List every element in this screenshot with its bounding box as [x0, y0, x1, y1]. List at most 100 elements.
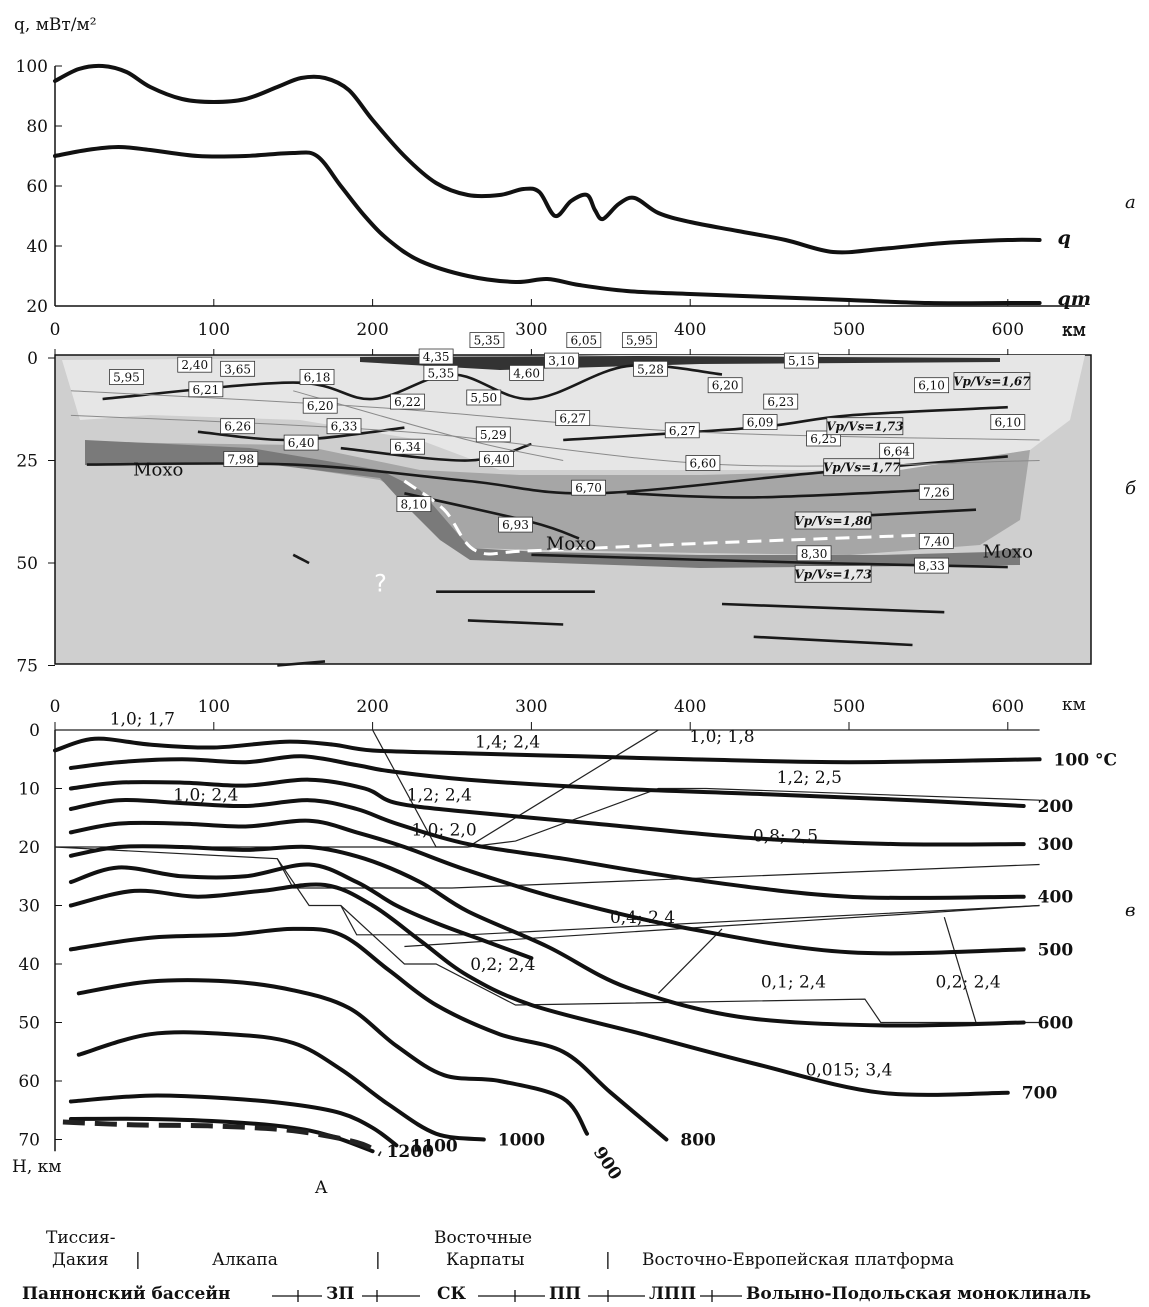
isotherm-1100 [68, 1093, 399, 1148]
panel-c-y-tick-label: 50 [18, 1014, 40, 1034]
velocity-box [633, 360, 668, 377]
moho-dashed-trace [403, 479, 945, 556]
velocity-box [326, 418, 362, 435]
block-boundary [404, 904, 1040, 948]
velocity-label: 4,60 [513, 366, 540, 380]
velocity-box [990, 414, 1026, 431]
heat-flow-panel: q, мВт/м² а км 100 80 60 40 200 100 200 300 400 5… [14, 15, 1136, 340]
velocity-label: 4,35 [423, 350, 450, 364]
moho-mantle-band [85, 440, 1020, 568]
velocity-box [479, 451, 514, 467]
velocity-label: 5,35 [428, 366, 455, 380]
conductivity-label: 1,0; 1,8 [689, 727, 754, 747]
velocity-box [469, 332, 505, 349]
velocity-box [918, 533, 954, 549]
velocity-box [299, 369, 335, 385]
velocity-box [879, 442, 915, 459]
velocity-label: 3,10 [548, 354, 575, 368]
panel-c-x-tick-label: 400 [674, 697, 706, 717]
panel-b-letter: б [1125, 478, 1137, 499]
legend-sep-1: | [135, 1250, 141, 1270]
isotherm-unlabeled [68, 862, 534, 961]
velocity-label: 5,35 [474, 334, 501, 348]
velocity-box [918, 483, 954, 500]
block-boundary [340, 905, 1040, 1024]
panel-a-y-tick-label: 20 [26, 297, 48, 317]
velocity-box [423, 364, 459, 381]
velocity-label: 2,40 [181, 358, 208, 372]
reflector-line [753, 635, 913, 647]
moho-label: Мохо [133, 460, 183, 481]
panel-b-xlabel: км [1062, 321, 1086, 341]
velocity-label: 3,65 [224, 362, 251, 376]
isotherm-label: 700 [1022, 1084, 1058, 1104]
velocity-box [283, 434, 319, 451]
panel-a-ylabel: q, мВт/м² [14, 15, 97, 35]
velocity-label: 6,33 [331, 420, 358, 434]
velocity-label: 7,40 [923, 535, 950, 549]
conductivity-label: 1,4; 2,4 [475, 733, 540, 753]
unknown-question-mark: ? [374, 570, 387, 598]
velocity-box [223, 451, 259, 467]
conductivity-label: 1,2; 2,5 [777, 768, 842, 788]
velocity-box [418, 348, 454, 365]
vp-vs-box [794, 564, 872, 583]
panel-a-y-tick-label: 100 [16, 57, 48, 77]
panel-c-letter: в [1125, 900, 1135, 921]
legend-east-european-platform: Восточно-Европейская платформа [642, 1250, 955, 1270]
legend-volyn-podolsk: Волыно-Подольская моноклиналь [746, 1284, 1092, 1304]
reflector-line [531, 553, 1008, 569]
velocity-label: 6,10 [994, 416, 1021, 430]
legend-east-carpathians-line1: Восточные [434, 1228, 533, 1248]
velocity-box [109, 369, 144, 385]
velocity-label: 6,05 [570, 334, 597, 348]
moho-label: Мохо [546, 534, 596, 555]
panel-a-y-tick-label: 40 [26, 237, 48, 257]
legend-tissia-line2: Дакия [52, 1250, 109, 1270]
velocity-box [544, 352, 579, 369]
vp-vs-label: Vp/Vs=1,77 [823, 461, 901, 475]
vp-vs-label: Vp/Vs=1,67 [953, 375, 1031, 389]
legend-alcapa: Алкапа [212, 1250, 278, 1270]
velocity-label: 5,28 [637, 362, 664, 376]
velocity-label: 6,40 [483, 453, 510, 467]
conductivity-label: 1,0; 2,0 [411, 820, 476, 840]
velocity-label: 6,10 [918, 379, 945, 393]
reflector-line [340, 442, 532, 462]
velocity-section-panel: км б 0 25 50 75 2,40 3,65 5,95 6,21 6,18 4,35 5,35… [16, 321, 1137, 677]
legend-pannonian: Паннонский бассейн [22, 1284, 231, 1304]
isotherm-label: 300 [1038, 835, 1074, 855]
panel-c-ylabel: H, км [12, 1157, 61, 1177]
panel-c-y-tick-label: 30 [18, 897, 40, 917]
panel-a-y-tick-label: 60 [26, 177, 48, 197]
legend-sk: СК [437, 1284, 466, 1304]
series-line-qm [53, 144, 1042, 306]
legend-tissia-line1: Тиссия- [46, 1228, 116, 1248]
velocity-box [220, 418, 256, 435]
isotherm-label: 1000 [498, 1131, 545, 1151]
velocity-box [571, 479, 606, 496]
panel-c-x-tick-label: 200 [356, 697, 388, 717]
velocity-box [742, 414, 778, 431]
velocity-label: 7,98 [227, 453, 254, 467]
velocity-label: 6,27 [669, 424, 696, 438]
isotherm-900 [76, 978, 589, 1136]
velocity-box [396, 496, 432, 513]
isotherm-label: 100 °C [1054, 750, 1117, 770]
reflector-line [467, 619, 564, 626]
velocity-label: 6,21 [193, 383, 220, 397]
legend-sep-3: | [605, 1250, 611, 1270]
reflector-line [563, 405, 1008, 442]
vp-vs-label: Vp/Vs=1,80 [794, 514, 872, 528]
isotherm-500 [68, 818, 1026, 956]
reflector-line [277, 660, 326, 667]
panel-a-x-tick-label: 0 [50, 320, 61, 340]
vp-vs-box [823, 458, 901, 477]
velocity-box [566, 332, 602, 349]
temperature-panel: км H, км в A 0 100 200 300 400 500 600 0 10 20 30 4… [12, 695, 1135, 1198]
isotherm-label: 900 [589, 1143, 626, 1184]
isotherm-800 [68, 926, 669, 1142]
velocity-label: 7,26 [923, 485, 950, 499]
series-label-q: q [1058, 227, 1071, 249]
series-line-q [53, 63, 1042, 255]
